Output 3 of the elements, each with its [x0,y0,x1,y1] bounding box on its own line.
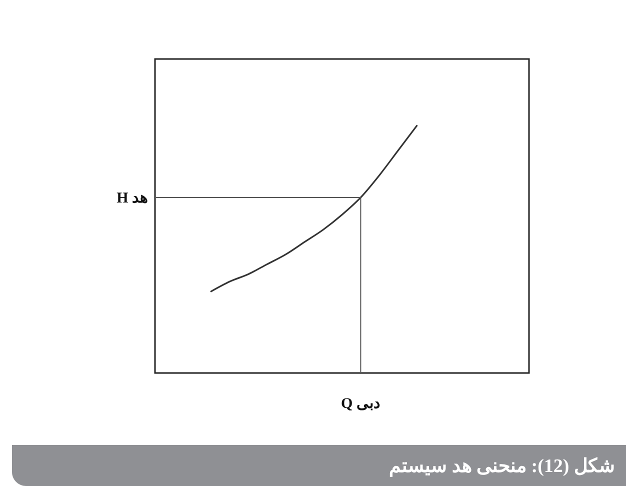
text: شکل (12): منحنی هد سیستم [389,456,615,477]
ref-line-label: هد H [116,190,148,206]
x-axis-title: دبی Q [340,396,380,412]
